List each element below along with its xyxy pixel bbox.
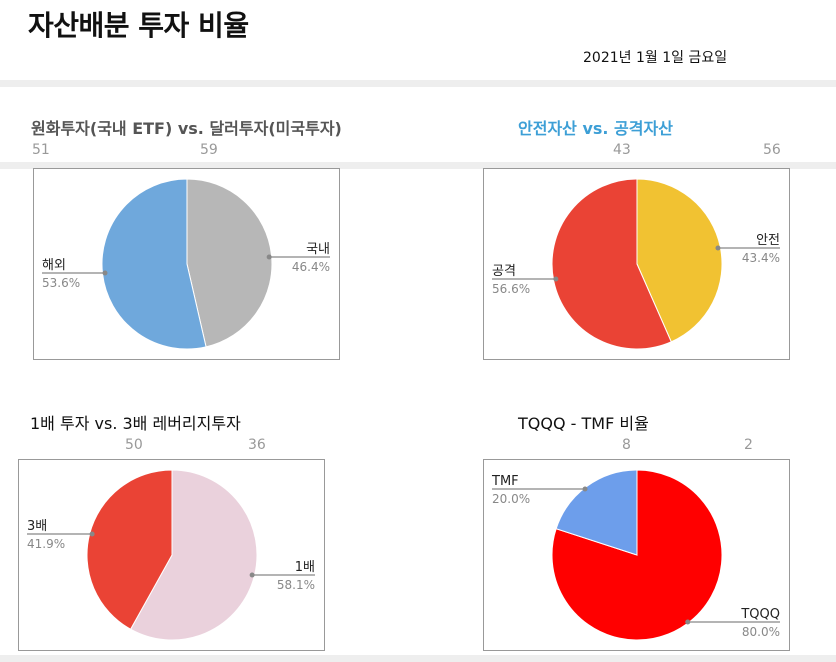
slice-percent: 56.6% xyxy=(492,282,530,296)
count-value: 56 xyxy=(763,142,781,158)
page-date: 2021년 1월 1일 금요일 xyxy=(583,50,728,66)
divider xyxy=(0,162,836,169)
slice-percent: 80.0% xyxy=(742,625,780,639)
slice-label: 해외 xyxy=(42,258,66,273)
count-value: 43 xyxy=(613,142,631,158)
chart-box: 안전 43.4% 공격 56.6% xyxy=(483,168,790,360)
pie-slice xyxy=(636,178,723,343)
slice-percent: 20.0% xyxy=(492,492,530,506)
leader-dot xyxy=(89,531,95,537)
leader-dot xyxy=(266,254,272,260)
pie-chart: 안전 43.4% 공격 56.6% xyxy=(492,178,780,350)
pie-chart: TQQQ 80.0% TMF 20.0% xyxy=(491,469,780,641)
count-value: 8 xyxy=(622,437,631,453)
panel-title: 1배 투자 vs. 3배 레버리지투자 xyxy=(30,414,241,433)
divider xyxy=(0,655,836,662)
count-value: 36 xyxy=(248,437,266,453)
slice-label: 3배 xyxy=(27,519,47,534)
slice-percent: 58.1% xyxy=(277,578,315,592)
leader-dot xyxy=(553,276,559,282)
leader-dot xyxy=(685,619,691,625)
slice-percent: 46.4% xyxy=(292,260,330,274)
count-value: 2 xyxy=(744,437,753,453)
pie-slice xyxy=(555,469,638,556)
chart-box: TQQQ 80.0% TMF 20.0% xyxy=(483,459,790,651)
slice-percent: 53.6% xyxy=(42,276,80,290)
chart-box: 국내 46.4% 해외 53.6% xyxy=(33,168,340,360)
slice-label: TQQQ xyxy=(740,607,780,622)
slice-label: 공격 xyxy=(492,264,516,279)
panel-title: TQQQ - TMF 비율 xyxy=(518,414,649,433)
page-title: 자산배분 투자 비율 xyxy=(28,9,249,42)
slice-label: 안전 xyxy=(756,233,780,248)
leader-dot xyxy=(102,270,108,276)
leader-dot xyxy=(582,486,588,492)
slice-label: 국내 xyxy=(306,242,330,257)
pie-chart: 국내 46.4% 해외 53.6% xyxy=(42,178,330,350)
count-value: 50 xyxy=(125,437,143,453)
count-value: 51 xyxy=(32,142,50,158)
slice-percent: 41.9% xyxy=(27,537,65,551)
slice-percent: 43.4% xyxy=(742,251,780,265)
leader-dot xyxy=(249,572,255,578)
pie-slice xyxy=(551,178,672,350)
count-value: 59 xyxy=(200,142,218,158)
slice-label: 1배 xyxy=(295,560,315,575)
pie-slice xyxy=(186,178,273,348)
divider xyxy=(0,80,836,87)
slice-label: TMF xyxy=(491,474,519,489)
chart-box: 1배 58.1% 3배 41.9% xyxy=(18,459,325,651)
pie-chart: 1배 58.1% 3배 41.9% xyxy=(27,469,315,641)
panel-title: 원화투자(국내 ETF) vs. 달러투자(미국투자) xyxy=(31,119,342,138)
panel-title: 안전자산 vs. 공격자산 xyxy=(518,119,673,138)
leader-dot xyxy=(715,245,721,251)
